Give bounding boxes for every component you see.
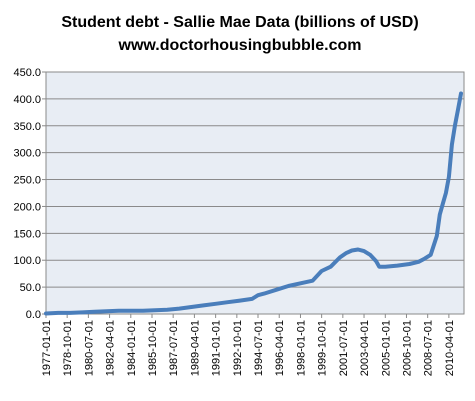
x-tick-label: 1998-01-01 <box>295 320 307 376</box>
x-tick-label: 1989-04-01 <box>189 320 201 376</box>
x-tick-label: 1999-10-01 <box>317 320 329 376</box>
y-tick-label: 300.0 <box>13 148 41 160</box>
x-tick-label: 2005-01-01 <box>380 320 392 376</box>
chart-title: Student debt - Sallie Mae Data (billions… <box>61 14 418 31</box>
x-tick-label: 1978-10-01 <box>62 320 74 376</box>
y-tick-label: 100.0 <box>13 255 41 267</box>
grid-lines <box>46 98 464 288</box>
x-tick-label: 2008-07-01 <box>423 320 435 376</box>
y-tick-label: 0.0 <box>26 309 41 321</box>
x-tick-label: 1987-07-01 <box>168 320 180 376</box>
y-tick-label: 400.0 <box>13 94 41 106</box>
x-axis: 1977-01-01 1978-10-01 1980-07-01 1982-04-01… <box>41 314 456 376</box>
x-tick-label: 1996-04-01 <box>274 320 286 376</box>
chart-subtitle: www.doctorhousingbubble.com <box>118 37 362 54</box>
y-tick-label: 350.0 <box>13 121 41 133</box>
x-tick-label: 2001-07-01 <box>338 320 350 376</box>
x-tick-label: 1991-01-01 <box>211 320 223 376</box>
y-axis: 0.0 50.0 100.0 150.0 200.0 250.0 300.0 350.0 400… <box>13 67 46 321</box>
y-tick-label: 50.0 <box>20 282 41 294</box>
x-tick-label: 1985-10-01 <box>147 320 159 376</box>
series-group <box>44 91 463 316</box>
x-tick-label: 1992-10-01 <box>232 320 244 376</box>
y-tick-label: 250.0 <box>13 175 41 187</box>
x-tick-label: 1977-01-01 <box>41 320 53 376</box>
x-tick-label: 1982-04-01 <box>105 320 117 376</box>
plot-area <box>45 71 465 315</box>
y-tick-label: 200.0 <box>13 201 41 213</box>
series-line <box>44 91 463 316</box>
x-tick-label: 1984-01-01 <box>126 320 138 376</box>
x-tick-label: 2003-04-01 <box>359 320 371 376</box>
y-tick-label: 150.0 <box>13 228 41 240</box>
x-tick-label: 1980-07-01 <box>83 320 95 376</box>
x-tick-label: 1994-07-01 <box>253 320 265 376</box>
y-tick-label: 450.0 <box>13 67 41 79</box>
x-tick-label: 2006-10-01 <box>401 320 413 376</box>
x-tick-label: 2010-04-01 <box>444 320 456 376</box>
